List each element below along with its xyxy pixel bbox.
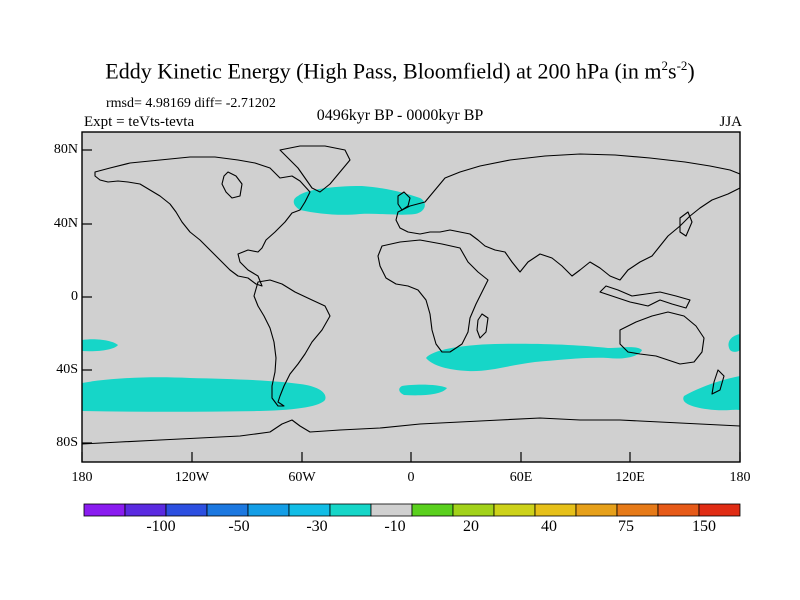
southern-ocean-patch bbox=[399, 384, 447, 396]
lon-label-120e: 120E bbox=[615, 470, 645, 485]
colorbar-swatch bbox=[534, 503, 577, 517]
lat-label-40s: 40S bbox=[56, 362, 78, 377]
colorbar bbox=[83, 503, 741, 517]
lat-label-80n: 80N bbox=[53, 142, 78, 157]
coast-hudson-bay bbox=[221, 171, 243, 199]
coast-eurasia bbox=[395, 153, 741, 281]
east-australia-region bbox=[728, 334, 740, 352]
colorbar-label: 40 bbox=[541, 518, 557, 535]
colorbar-swatch bbox=[165, 503, 208, 517]
coastlines bbox=[81, 145, 741, 445]
colorbar-swatch bbox=[124, 503, 167, 517]
coast-greenland bbox=[279, 145, 351, 193]
lon-label-180e: 180 bbox=[729, 470, 751, 485]
colorbar-swatch bbox=[698, 503, 741, 517]
colorbar-label: -50 bbox=[228, 518, 250, 535]
colorbar-swatch bbox=[493, 503, 536, 517]
map-title: Eddy Kinetic Energy (High Pass, Bloomfie… bbox=[105, 58, 695, 84]
colorbar-swatch bbox=[206, 503, 249, 517]
colorbar-label: 75 bbox=[618, 518, 634, 535]
lat-label-0: 0 bbox=[71, 289, 78, 304]
coast-new-zealand bbox=[711, 369, 725, 395]
colorbar-swatch bbox=[657, 503, 700, 517]
colorbar-swatch bbox=[247, 503, 290, 517]
colorbar-swatch bbox=[288, 503, 331, 517]
lon-label-0: 0 bbox=[407, 470, 415, 485]
colorbar-swatch bbox=[411, 503, 454, 517]
lat-label-40n: 40N bbox=[53, 216, 78, 231]
stats-text: rmsd= 4.98169 diff= -2.71202 bbox=[106, 96, 276, 111]
colorbar-swatch bbox=[370, 503, 413, 517]
colorbar-label: 20 bbox=[463, 518, 479, 535]
lon-label-60w: 60W bbox=[288, 470, 316, 485]
period-label: 0496kyr BP - 0000kyr BP bbox=[316, 107, 484, 124]
coast-britain bbox=[397, 191, 411, 211]
colorbar-swatch bbox=[575, 503, 618, 517]
coast-north-america bbox=[94, 156, 311, 287]
map-axes bbox=[81, 131, 741, 463]
coast-japan bbox=[679, 211, 693, 237]
coast-africa bbox=[377, 239, 489, 353]
lon-label-60e: 60E bbox=[509, 470, 533, 485]
coast-antarctica bbox=[81, 417, 741, 445]
west-pacific-region bbox=[82, 339, 118, 352]
south-indian-ocean-region bbox=[426, 343, 642, 372]
lon-label-120w: 120W bbox=[174, 470, 210, 485]
coast-australia bbox=[619, 311, 705, 365]
colorbar-swatch bbox=[452, 503, 495, 517]
colorbar-label: -10 bbox=[384, 518, 406, 535]
colorbar-label: -30 bbox=[306, 518, 328, 535]
coast-south-america bbox=[253, 279, 331, 407]
colorbar-swatch bbox=[329, 503, 372, 517]
south-pacific-region bbox=[82, 377, 326, 412]
map-background bbox=[82, 132, 740, 462]
colorbar-swatch bbox=[83, 503, 126, 517]
north-atlantic-region bbox=[293, 186, 425, 215]
lat-label-80s: 80S bbox=[56, 435, 78, 450]
colorbar-label: -100 bbox=[146, 518, 176, 535]
colorbar-swatch bbox=[616, 503, 659, 517]
experiment-label: Expt = teVts-tevta bbox=[84, 114, 195, 130]
coast-madagascar bbox=[476, 313, 489, 339]
coast-indonesia bbox=[599, 285, 691, 309]
season-label: JJA bbox=[719, 114, 742, 130]
lon-label-180w: 180 bbox=[71, 470, 93, 485]
colorbar-label: 150 bbox=[692, 518, 716, 535]
